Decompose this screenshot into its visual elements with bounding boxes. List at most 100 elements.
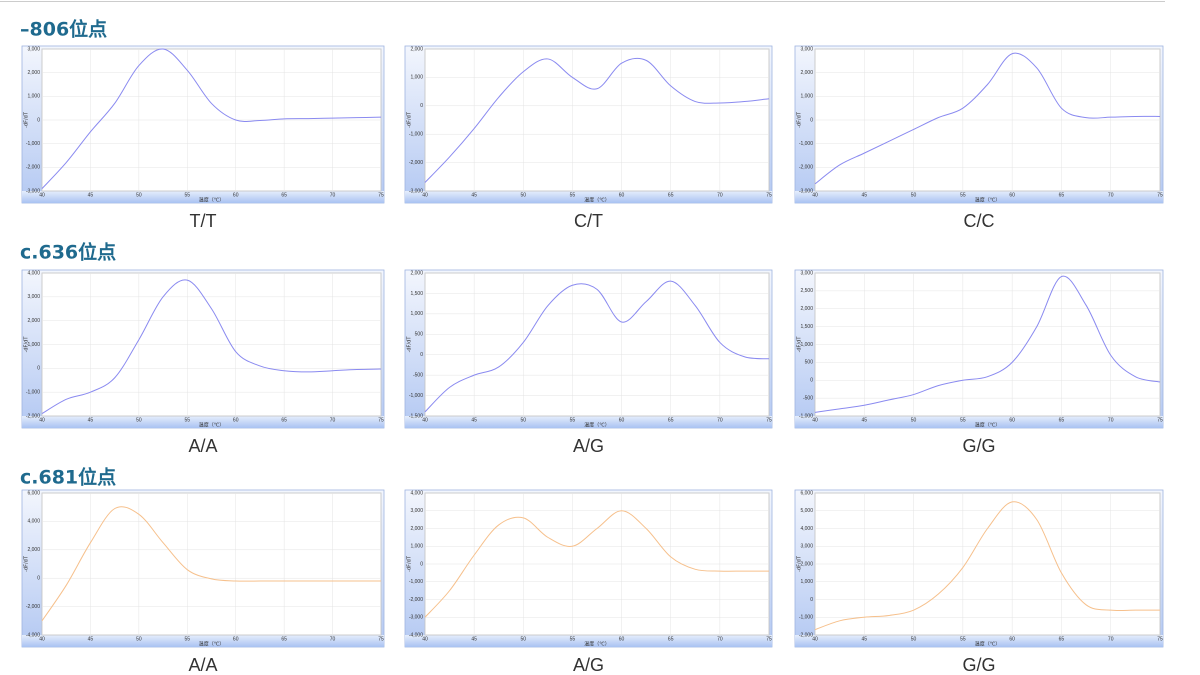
y-tick-label: 0	[37, 576, 40, 582]
y-tick-label: 0	[37, 366, 40, 372]
x-axis-label: 温度（℃）	[975, 422, 1001, 429]
y-axis-label: -dF/dT	[407, 111, 413, 128]
section-title: –806位点	[20, 18, 107, 41]
y-tick-label: -1,000	[26, 389, 40, 395]
x-tick-label: 65	[281, 192, 287, 198]
section-title: c.681位点	[20, 466, 116, 489]
y-axis-label: -dF/dT	[407, 555, 413, 572]
x-tick-label: 60	[1009, 192, 1015, 198]
x-tick-label: 70	[330, 192, 336, 198]
y-tick-label: 4,000	[800, 526, 813, 532]
y-tick-label: 4,000	[27, 270, 40, 276]
x-tick-label: 40	[812, 636, 818, 642]
x-tick-label: 55	[570, 636, 576, 642]
x-tick-label: 75	[378, 417, 384, 423]
x-tick-label: 60	[619, 417, 625, 423]
y-tick-label: -1,500	[409, 413, 423, 419]
y-tick-label: 2,000	[410, 270, 423, 276]
plot-area	[424, 48, 770, 192]
x-axis-label: 温度（℃）	[199, 641, 225, 648]
y-tick-label: 1,000	[800, 342, 813, 348]
x-tick-label: 65	[668, 636, 674, 642]
x-tick-label: 65	[668, 417, 674, 423]
x-tick-label: 40	[39, 417, 45, 423]
x-tick-label: 45	[471, 192, 477, 198]
x-tick-label: 45	[862, 417, 868, 423]
x-tick-label: 50	[136, 636, 142, 642]
y-tick-label: 0	[420, 103, 423, 109]
x-tick-label: 75	[1157, 192, 1163, 198]
y-tick-label: -3,000	[409, 615, 423, 621]
x-tick-label: 50	[911, 636, 917, 642]
y-tick-label: -500	[803, 395, 813, 401]
x-tick-label: 75	[378, 192, 384, 198]
y-tick-label: 500	[415, 332, 424, 338]
x-axis-band	[22, 416, 384, 428]
y-tick-label: -2,000	[799, 632, 813, 638]
x-tick-label: 40	[422, 417, 428, 423]
genotype-label: A/G	[573, 436, 604, 456]
x-tick-label: 55	[185, 636, 191, 642]
x-tick-label: 45	[471, 636, 477, 642]
y-axis-label: -dF/dT	[24, 111, 30, 128]
y-tick-label: -3,000	[799, 188, 813, 194]
genotype-label: C/T	[574, 211, 603, 231]
y-tick-label: -1,000	[799, 141, 813, 147]
genotype-label: G/G	[962, 655, 995, 675]
y-tick-label: 1,000	[27, 94, 40, 100]
y-tick-label: -2,000	[409, 597, 423, 603]
x-tick-label: 75	[378, 636, 384, 642]
x-tick-label: 75	[1157, 417, 1163, 423]
y-tick-label: 1,500	[800, 324, 813, 330]
y-tick-label: 1,000	[800, 94, 813, 100]
x-axis-band	[795, 191, 1163, 203]
x-tick-label: 50	[911, 417, 917, 423]
y-axis-label: -dF/dT	[24, 555, 30, 572]
x-tick-label: 55	[960, 192, 966, 198]
y-tick-label: 0	[810, 378, 813, 384]
genotype-label: T/T	[190, 211, 217, 231]
y-tick-label: -2,000	[799, 165, 813, 171]
x-tick-label: 60	[233, 636, 239, 642]
y-tick-label: -500	[413, 372, 423, 378]
y-tick-label: 3,000	[27, 46, 40, 52]
x-tick-label: 50	[521, 417, 527, 423]
genotype-label: A/G	[573, 655, 604, 675]
y-tick-label: 4,000	[27, 519, 40, 525]
x-tick-label: 40	[812, 417, 818, 423]
y-tick-label: 1,000	[410, 75, 423, 81]
y-tick-label: -2,000	[26, 604, 40, 610]
melt-curve	[424, 57, 770, 183]
melt-curve	[814, 275, 1161, 413]
x-tick-label: 50	[521, 636, 527, 642]
y-axis-label: -dF/dT	[407, 336, 413, 353]
x-tick-label: 65	[668, 192, 674, 198]
x-tick-label: 45	[862, 636, 868, 642]
x-axis-label: 温度（℃）	[584, 422, 610, 429]
melt-curve	[424, 510, 769, 618]
genotype-label: A/A	[188, 436, 217, 456]
y-tick-label: 2,000	[27, 70, 40, 76]
y-tick-label: 0	[420, 561, 423, 567]
x-axis-band	[405, 635, 772, 647]
x-axis-label: 温度（℃）	[199, 422, 225, 429]
y-tick-label: 1,000	[800, 579, 813, 585]
x-axis-band	[22, 635, 384, 647]
x-axis-label: 温度（℃）	[975, 197, 1001, 204]
y-tick-label: -2,000	[26, 165, 40, 171]
y-tick-label: 1,000	[410, 311, 423, 317]
y-tick-label: -1,000	[26, 141, 40, 147]
y-tick-label: 1,000	[27, 342, 40, 348]
x-tick-label: 60	[1009, 636, 1015, 642]
x-tick-label: 55	[570, 417, 576, 423]
x-tick-label: 70	[330, 417, 336, 423]
y-tick-label: 0	[810, 597, 813, 603]
x-axis-band	[405, 191, 772, 203]
x-tick-label: 55	[960, 417, 966, 423]
x-axis-band	[795, 416, 1163, 428]
y-tick-label: 0	[810, 117, 813, 123]
x-tick-label: 70	[330, 636, 336, 642]
x-tick-label: 65	[1059, 192, 1065, 198]
